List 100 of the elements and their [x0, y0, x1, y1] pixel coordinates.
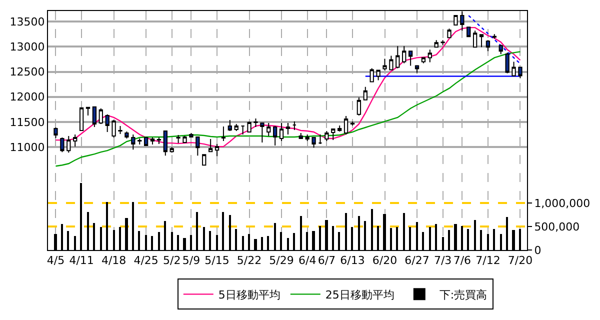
- candlestick: [163, 130, 168, 156]
- candlestick: [98, 108, 103, 124]
- x-tick-label: 4/18: [101, 254, 126, 268]
- candlestick: [73, 134, 78, 148]
- candlestick: [286, 122, 290, 136]
- candlestick: [66, 136, 71, 154]
- candlestick: [144, 136, 148, 146]
- candlestick: [492, 34, 496, 40]
- candlestick: [338, 124, 342, 132]
- candlestick: [382, 58, 387, 71]
- candlestick: [440, 40, 445, 46]
- y2-tick-label: 500,000: [534, 220, 580, 234]
- candlestick: [156, 137, 162, 145]
- candlestick: [344, 115, 348, 136]
- candlestick: [54, 126, 58, 139]
- x-tick-label: 6/27: [404, 254, 430, 268]
- candlestick: [434, 40, 438, 48]
- candlestick: [266, 122, 271, 137]
- x-tick-label: 6/4: [298, 254, 316, 268]
- candlestick: [202, 154, 206, 166]
- candlestick: [138, 138, 142, 146]
- candlestick: [414, 65, 420, 74]
- x-tick-label: 5/15: [204, 254, 230, 268]
- candlestick: [124, 131, 129, 140]
- candlestick: [228, 119, 232, 132]
- y-tick-label: 13500: [10, 15, 45, 28]
- candlestick: [131, 134, 136, 150]
- x-tick-label: 4/5: [46, 254, 65, 268]
- candlestick: [479, 34, 484, 48]
- candlestick: [312, 137, 316, 148]
- x-tick-label: 7/12: [476, 254, 500, 268]
- x-tick-label: 7/3: [434, 254, 452, 268]
- candlestick: [234, 123, 238, 132]
- candlestick: [498, 44, 503, 55]
- candlestick: [486, 40, 490, 52]
- x-tick-label: 6/13: [340, 254, 365, 268]
- y2-tick-label: 1,000,000: [534, 196, 590, 210]
- candlestick: [363, 86, 368, 101]
- candlestick: [356, 96, 362, 116]
- candlestick: [86, 106, 90, 116]
- candlestick: [318, 134, 322, 145]
- candlestick: [454, 14, 458, 26]
- y-tick-label: 12000: [10, 90, 45, 104]
- x-tick-label: 6/20: [372, 254, 398, 268]
- candlestick: [505, 52, 510, 74]
- x-tick-label: 6/7: [318, 254, 336, 268]
- legend-label: 5日移動平均: [218, 288, 280, 302]
- candlestick: [221, 126, 226, 142]
- candlestick: [79, 106, 84, 132]
- legend-label: 25日移動平均: [325, 288, 394, 302]
- candlestick: [176, 134, 180, 144]
- candlestick: [208, 138, 213, 152]
- candlestick: [512, 61, 516, 77]
- y2-tick-label: 0: [534, 244, 542, 257]
- candlestick: [421, 56, 426, 64]
- candlestick: [150, 137, 155, 146]
- x-tick-label: 5/29: [269, 254, 294, 268]
- candlestick: [60, 137, 64, 153]
- candlestick: [214, 144, 220, 157]
- candlestick: [408, 50, 413, 66]
- y-tick-label: 11500: [10, 116, 45, 129]
- candlestick: [389, 55, 394, 71]
- candlestick: [105, 114, 110, 133]
- candlestick: [112, 119, 116, 138]
- candlestick: [254, 118, 258, 128]
- x-tick-label: 7/20: [508, 254, 533, 268]
- candlestick: [196, 136, 200, 156]
- candlestick: [170, 146, 174, 154]
- y-tick-label: 11000: [10, 140, 45, 154]
- candlestick: [189, 132, 194, 138]
- x-tick-label: 5/2: [163, 254, 181, 268]
- candlestick: [279, 122, 284, 142]
- candlestick: [331, 128, 336, 141]
- x-tick-label: 4/11: [69, 254, 94, 268]
- candlestick: [247, 120, 252, 133]
- x-tick-label: 5/22: [236, 254, 262, 268]
- candlestick: [396, 46, 400, 69]
- line-series: [468, 14, 521, 64]
- candlestick: [518, 66, 522, 79]
- legend-label: 下:売買高: [439, 288, 488, 302]
- candlestick: [292, 120, 297, 130]
- y-tick-label: 13000: [10, 40, 45, 54]
- candlestick: [472, 30, 478, 48]
- candlestick: [92, 106, 97, 128]
- candlestick: [402, 46, 406, 64]
- candlestick: [298, 132, 303, 140]
- candlestick: [240, 124, 245, 136]
- candlestick: [466, 26, 471, 38]
- candlestick: [376, 69, 380, 81]
- y-tick-label: 12500: [10, 66, 45, 79]
- candlestick: [305, 134, 310, 142]
- candlestick: [370, 68, 374, 82]
- x-tick-label: 5/9: [182, 254, 200, 268]
- x-tick-label: 7/6: [453, 254, 472, 268]
- line-series: [55, 51, 521, 167]
- candlestick: [182, 136, 187, 144]
- x-tick-label: 4/25: [134, 254, 158, 268]
- candlestick: [350, 120, 355, 126]
- line-series: [55, 26, 521, 148]
- candlestick: [118, 125, 122, 135]
